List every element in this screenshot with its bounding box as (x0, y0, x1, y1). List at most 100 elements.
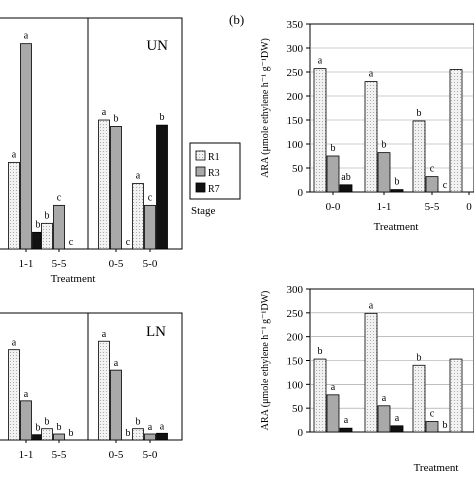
panel-b-bottom-bar-r3 (326, 394, 340, 433)
panel-b-top-ytick-label: 50 (292, 163, 304, 175)
legend-label-r3: R3 (208, 168, 220, 179)
panel-un-data-label: b (45, 210, 50, 221)
panel-b-top-bar-r1 (364, 81, 378, 193)
panel-ln-bar-r3 (110, 369, 122, 441)
panel-b-top-data-label: b (395, 177, 400, 188)
legend-label-r1: R1 (208, 152, 220, 163)
panel-b-top-bar-r1 (313, 68, 327, 193)
panel-un-bar-r1 (8, 161, 20, 250)
panel-b-top-xtick-label: 5-5 (425, 201, 440, 213)
panel-b-bottom-data-label: a (369, 300, 374, 311)
panel-un-data-label: a (102, 107, 107, 118)
panel-ln-bar-r1 (132, 428, 144, 441)
panel-b-bottom-bar-r1 (449, 358, 463, 433)
panel-b-top-xtick-label: 0 (466, 201, 472, 213)
panel-un-xtick-label: 5-5 (52, 258, 67, 270)
panel-ln-xtick-label: 5-0 (143, 449, 158, 461)
panel-un-data-label: c (57, 192, 62, 203)
panel-b-top-bar-r3 (425, 176, 439, 193)
panel-un-frame (0, 17, 183, 250)
panel-b-top-bar-r1 (449, 69, 463, 193)
panel-b-top-data-label: ab (341, 172, 350, 183)
panel-un-bar-r3 (144, 204, 156, 250)
panel-ln-bar-r3 (20, 400, 32, 441)
panel-un-data-label: a (24, 31, 29, 42)
panel-un-bar-r3 (110, 126, 122, 250)
panel-b-bottom-data-label: c (430, 409, 435, 420)
panel-b-bottom-ylabel: ARA (μmole ethylene h⁻¹ g⁻¹DW) (260, 291, 271, 431)
panel-ln-title: LN (146, 324, 166, 340)
panel-b-bottom-bar-r3 (377, 405, 391, 433)
panel-b-bottom-bar-r1 (364, 312, 378, 433)
panel-ln-data-label: b (69, 428, 74, 439)
legend-swatch-r3 (195, 166, 206, 177)
panel-b-bottom-ytick-label: 100 (287, 379, 304, 391)
panel-un-xlabel: Treatment (51, 273, 96, 285)
panel-ln-bar-r1 (8, 349, 20, 441)
panel-ln-bar-r1 (98, 340, 110, 441)
panel-ln-data-label: a (102, 329, 107, 340)
panel-un-data-label: b (160, 112, 165, 123)
panel-b-top-ytick-label: 350 (287, 19, 304, 31)
panel-ln-data-label: b (126, 428, 131, 439)
panel-b-bottom-data-label: a (395, 413, 400, 424)
panel-ln-data-label: a (12, 338, 17, 349)
panel-b-bottom-ytick-label: 50 (292, 403, 304, 415)
panel-b-top-xtick-label: 0-0 (326, 201, 341, 213)
panel-b-top-ytick-label: 200 (287, 91, 304, 103)
panel-un-data-label: b (36, 219, 41, 230)
panel-b-bottom-ytick-label: 250 (287, 308, 304, 320)
panel-ln-xtick-label: 1-1 (19, 449, 34, 461)
panel-un-bar-r3 (20, 43, 32, 250)
panel-b-top-bar-r7 (390, 189, 404, 193)
panel-ln-bar-r3 (53, 433, 65, 441)
panel-un-xtick-label: 5-0 (143, 258, 158, 270)
panel-b-top-ytick-label: 300 (287, 43, 304, 55)
legend-title: Stage (191, 205, 216, 217)
panel-b-top-data-label: b (382, 140, 387, 151)
panel-un-data-label: c (148, 192, 153, 203)
panel-b-bottom-ytick-label: 150 (287, 356, 304, 368)
panel-b-top-xtick-label: 1-1 (377, 201, 392, 213)
panel-b-top-data-label: a (369, 69, 374, 80)
panel-b-top-bar-r7 (339, 184, 353, 193)
panel-b-bottom-data-label: b (318, 346, 323, 357)
panel-b-bottom-bar-r3 (425, 421, 439, 433)
panel-b-bottom-ytick-label: 300 (287, 284, 304, 296)
panel-b-top-data-label: c (430, 164, 435, 175)
panel-b-top-ytick-label: 250 (287, 67, 304, 79)
legend-swatch-r1 (195, 150, 206, 161)
panel-ln-data-label: a (24, 389, 29, 400)
panel-b-top-xlabel: Treatment (374, 221, 419, 233)
panel-ln-bar-r1 (41, 428, 53, 441)
panel-ln-frame (0, 312, 183, 441)
panel-ln-xtick-label: 0-5 (109, 449, 124, 461)
panel-un-data-label: c (69, 237, 74, 248)
panel-b-top-ytick-label: 100 (287, 139, 304, 151)
panel-un-data-label: a (12, 149, 17, 160)
panel-b-top-bar-r1 (412, 120, 426, 193)
panel-b-label: (b) (229, 12, 244, 27)
panel-b-bottom-data-label: b (417, 352, 422, 363)
legend-swatch-r7 (195, 182, 206, 193)
panel-ln-data-label: b (45, 417, 50, 428)
panel-un-data-label: a (136, 171, 141, 182)
panel-ln-data-label: a (114, 358, 119, 369)
panel-b-bottom-data-label: a (344, 415, 349, 426)
panel-ln-data-label: a (160, 421, 165, 432)
panel-b-top-data-label: a (318, 56, 323, 67)
panel-ln-bar-r7 (156, 432, 168, 441)
panel-ln-xtick-label: 5-5 (52, 449, 67, 461)
panel-b-bottom-xlabel: Treatment (414, 462, 459, 474)
panel-un-data-label: b (114, 113, 119, 124)
panel-un-bar-r3 (53, 204, 65, 250)
panel-b-top-ylabel: ARA (μmole ethylene h⁻¹ g⁻¹DW) (260, 38, 271, 178)
panel-b-top-data-label: c (443, 180, 448, 191)
panel-b-bottom-bar-r1 (412, 364, 426, 433)
panel-un-xtick-label: 1-1 (19, 258, 34, 270)
panel-b-bottom-data-label: a (382, 393, 387, 404)
panel-ln-bar-r3 (144, 433, 156, 441)
panel-ln-data-label: b (136, 417, 141, 428)
panel-ln-data-label: a (148, 422, 153, 433)
